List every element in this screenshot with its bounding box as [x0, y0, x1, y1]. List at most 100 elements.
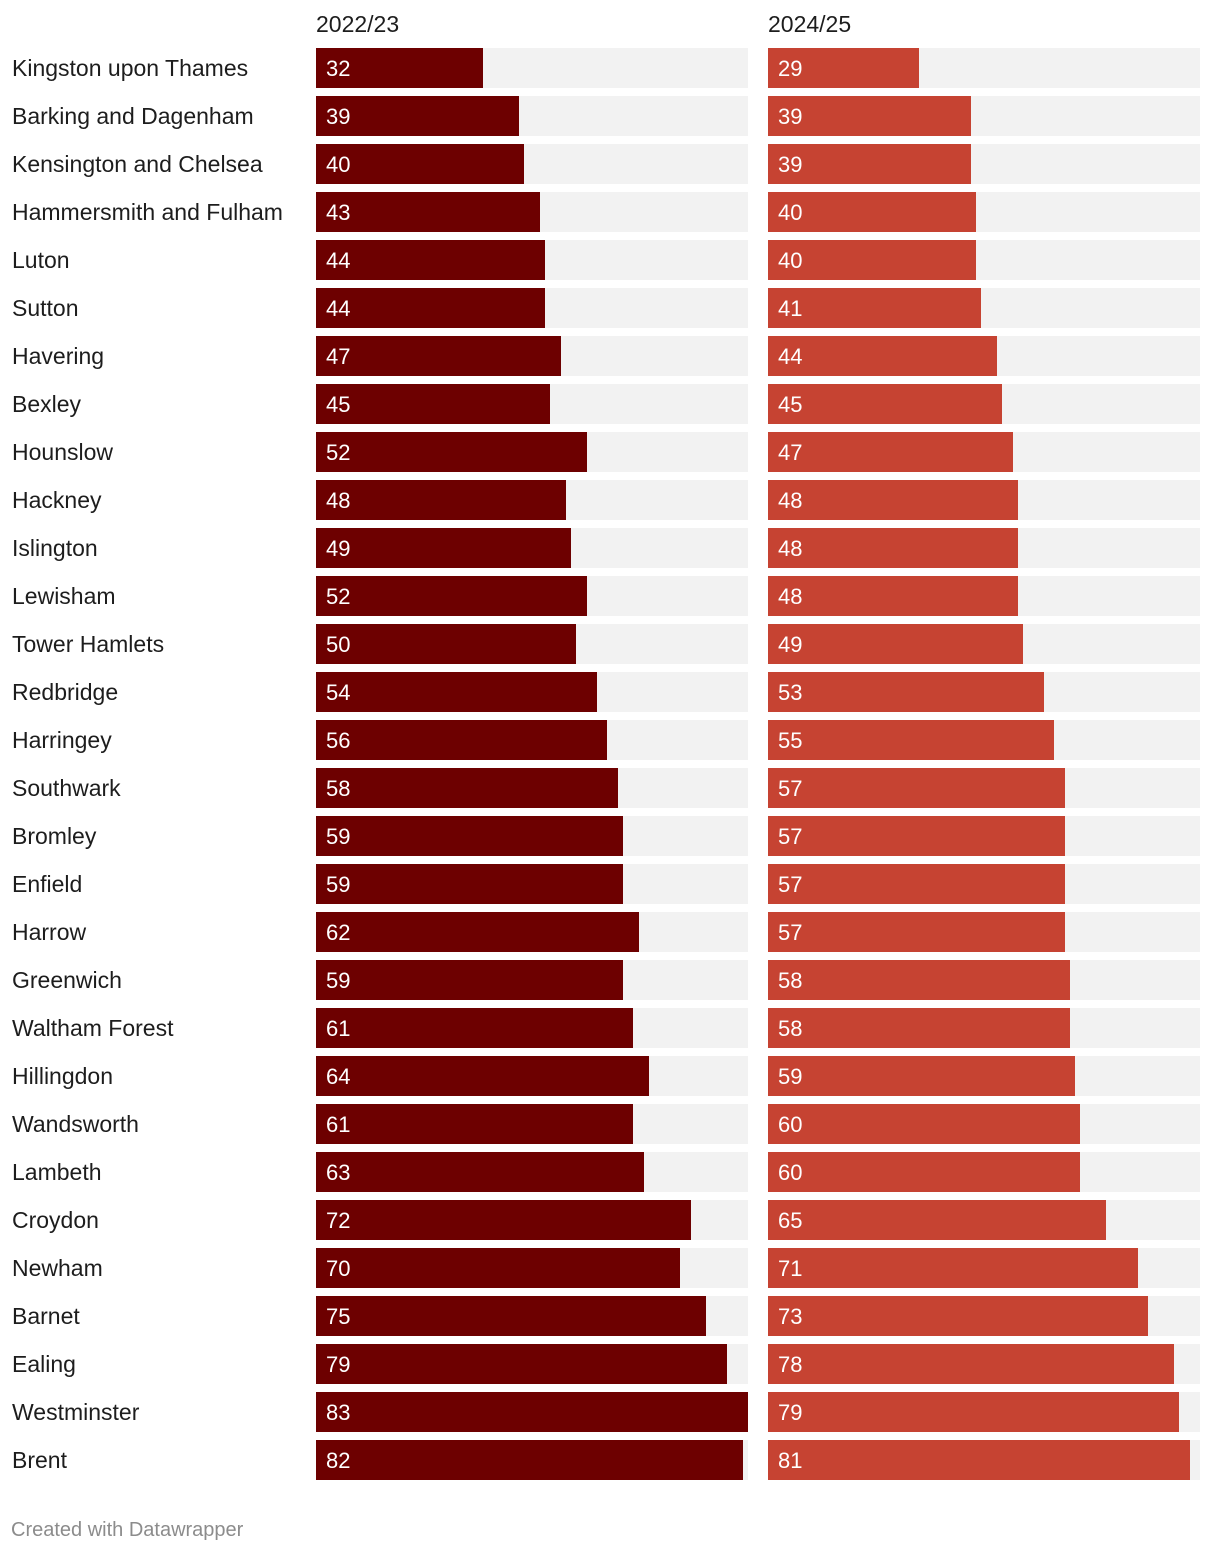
- bar-greenwich-0: [316, 960, 623, 1000]
- value-label-croydon-1: 65: [778, 1208, 802, 1233]
- value-label-sutton-1: 41: [778, 296, 802, 321]
- bar-kensington-and-chelsea-1: [768, 144, 971, 184]
- bar-southwark-1: [768, 768, 1065, 808]
- value-label-waltham-forest-1: 58: [778, 1016, 802, 1041]
- value-label-lambeth-1: 60: [778, 1160, 802, 1185]
- bar-harrow-1: [768, 912, 1065, 952]
- value-label-barking-and-dagenham-0: 39: [326, 104, 350, 129]
- value-label-barnet-1: 73: [778, 1304, 802, 1329]
- value-label-southwark-1: 57: [778, 776, 802, 801]
- bar-lambeth-0: [316, 1152, 644, 1192]
- bar-barking-and-dagenham-1: [768, 96, 971, 136]
- value-label-brent-1: 81: [778, 1448, 802, 1473]
- row-label-newham: Newham: [12, 1255, 103, 1281]
- bar-hammersmith-and-fulham-1: [768, 192, 976, 232]
- datawrapper-credit: Created with Datawrapper: [11, 1519, 244, 1541]
- value-label-havering-0: 47: [326, 344, 350, 369]
- bar-tower-hamlets-0: [316, 624, 576, 664]
- bar-waltham-forest-1: [768, 1008, 1070, 1048]
- bar-barnet-1: [768, 1296, 1148, 1336]
- value-label-barnet-0: 75: [326, 1304, 350, 1329]
- row-label-bexley: Bexley: [12, 391, 82, 417]
- value-label-southwark-0: 58: [326, 776, 350, 801]
- bar-bexley-0: [316, 384, 550, 424]
- value-label-hackney-0: 48: [326, 488, 350, 513]
- row-label-westminster: Westminster: [12, 1399, 140, 1425]
- row-label-croydon: Croydon: [12, 1207, 99, 1233]
- value-label-tower-hamlets-0: 50: [326, 632, 350, 657]
- bar-barnet-0: [316, 1296, 706, 1336]
- value-label-islington-0: 49: [326, 536, 350, 561]
- bar-newham-0: [316, 1248, 680, 1288]
- row-label-barking-and-dagenham: Barking and Dagenham: [12, 103, 254, 129]
- bar-barking-and-dagenham-0: [316, 96, 519, 136]
- value-label-greenwich-0: 59: [326, 968, 350, 993]
- bar-sutton-1: [768, 288, 981, 328]
- value-label-redbridge-1: 53: [778, 680, 802, 705]
- bar-havering-0: [316, 336, 561, 376]
- value-label-greenwich-1: 58: [778, 968, 802, 993]
- row-label-hillingdon: Hillingdon: [12, 1063, 113, 1089]
- bar-redbridge-0: [316, 672, 597, 712]
- bar-harringey-0: [316, 720, 607, 760]
- bar-harrow-0: [316, 912, 639, 952]
- row-label-hounslow: Hounslow: [12, 439, 113, 465]
- value-label-islington-1: 48: [778, 536, 802, 561]
- bar-wandsworth-0: [316, 1104, 633, 1144]
- bar-brent-1: [768, 1440, 1190, 1480]
- bar-hounslow-0: [316, 432, 587, 472]
- bar-newham-1: [768, 1248, 1138, 1288]
- bar-hillingdon-1: [768, 1056, 1075, 1096]
- row-label-wandsworth: Wandsworth: [12, 1111, 139, 1137]
- row-label-enfield: Enfield: [12, 871, 82, 897]
- value-label-enfield-0: 59: [326, 872, 350, 897]
- bar-bromley-0: [316, 816, 623, 856]
- value-label-westminster-1: 79: [778, 1400, 802, 1425]
- bar-hackney-1: [768, 480, 1018, 520]
- row-label-lambeth: Lambeth: [12, 1159, 102, 1185]
- value-label-luton-0: 44: [326, 248, 350, 273]
- row-label-lewisham: Lewisham: [12, 583, 116, 609]
- value-label-harringey-0: 56: [326, 728, 350, 753]
- value-label-enfield-1: 57: [778, 872, 802, 897]
- row-label-redbridge: Redbridge: [12, 679, 118, 705]
- bar-ealing-1: [768, 1344, 1174, 1384]
- value-label-hammersmith-and-fulham-0: 43: [326, 200, 350, 225]
- value-label-lewisham-0: 52: [326, 584, 350, 609]
- bar-tower-hamlets-1: [768, 624, 1023, 664]
- bar-kingston-upon-thames-0: [316, 48, 483, 88]
- value-label-ealing-0: 79: [326, 1352, 350, 1377]
- row-label-islington: Islington: [12, 535, 98, 561]
- value-label-wandsworth-1: 60: [778, 1112, 802, 1137]
- bar-lambeth-1: [768, 1152, 1080, 1192]
- value-label-bexley-1: 45: [778, 392, 802, 417]
- value-label-hounslow-1: 47: [778, 440, 802, 465]
- bar-greenwich-1: [768, 960, 1070, 1000]
- row-label-greenwich: Greenwich: [12, 967, 122, 993]
- row-label-barnet: Barnet: [12, 1303, 80, 1329]
- row-label-sutton: Sutton: [12, 295, 79, 321]
- bar-kingston-upon-thames-1: [768, 48, 919, 88]
- bar-westminster-0: [316, 1392, 748, 1432]
- column-title-2024-25: 2024/25: [768, 11, 851, 37]
- bar-croydon-1: [768, 1200, 1106, 1240]
- bar-ealing-0: [316, 1344, 727, 1384]
- value-label-luton-1: 40: [778, 248, 802, 273]
- value-label-bromley-1: 57: [778, 824, 802, 849]
- row-label-brent: Brent: [12, 1447, 68, 1473]
- value-label-bromley-0: 59: [326, 824, 350, 849]
- bar-bromley-1: [768, 816, 1065, 856]
- value-label-harrow-0: 62: [326, 920, 350, 945]
- bar-croydon-0: [316, 1200, 691, 1240]
- bar-sutton-0: [316, 288, 545, 328]
- value-label-kingston-upon-thames-0: 32: [326, 56, 350, 81]
- bar-southwark-0: [316, 768, 618, 808]
- bar-havering-1: [768, 336, 997, 376]
- row-label-ealing: Ealing: [12, 1351, 76, 1377]
- bar-brent-0: [316, 1440, 743, 1480]
- value-label-kensington-and-chelsea-0: 40: [326, 152, 350, 177]
- value-label-havering-1: 44: [778, 344, 802, 369]
- bar-hillingdon-0: [316, 1056, 649, 1096]
- value-label-kensington-and-chelsea-1: 39: [778, 152, 802, 177]
- bar-enfield-1: [768, 864, 1065, 904]
